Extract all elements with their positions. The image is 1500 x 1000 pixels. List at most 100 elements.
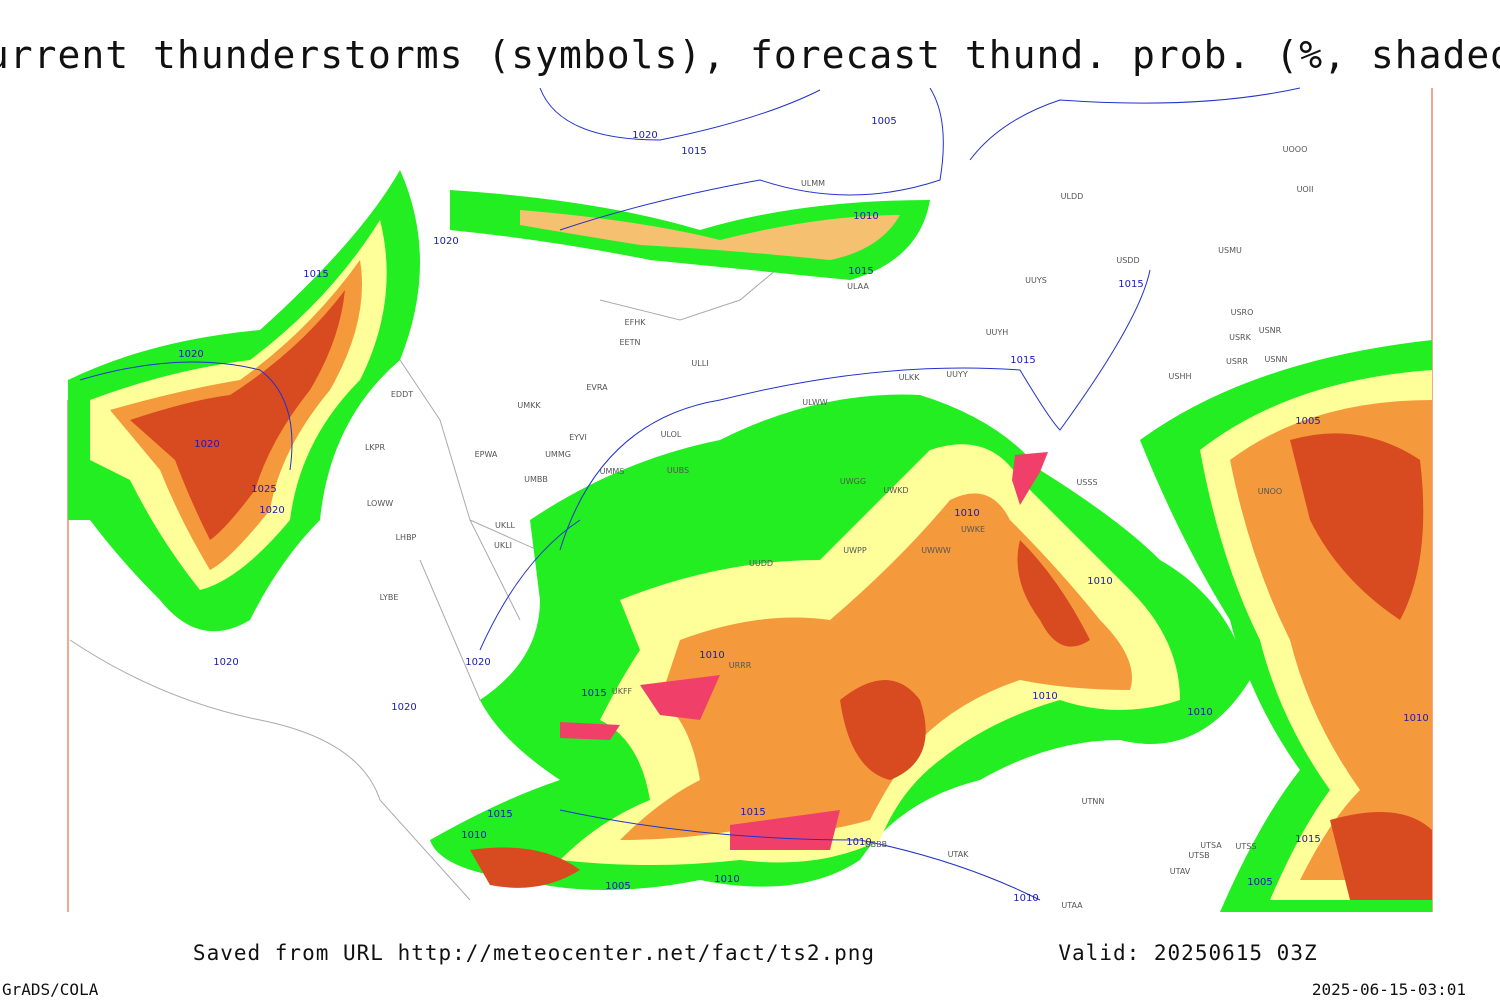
station-labels: ULAA EFHK EETN EVRA ULOL UMKK EYVI UMMG EPWA UMBB… [365,145,1313,910]
station-code: USDD [1116,256,1139,265]
isobar-label: 1015 [1118,279,1143,290]
station-code: UTAK [948,850,970,859]
title: Current thunderstorms (symbols), forecas… [0,33,1500,77]
station-code: LYBE [380,593,399,602]
isobar-label: 1015 [581,688,606,699]
station-code: ULMM [801,179,825,188]
station-code: UWWW [921,546,951,555]
station-code: UWGG [840,477,866,486]
station-code: UTSA [1200,841,1222,850]
isobar-label: 1020 [632,130,657,141]
map-area: 1020101510051010101510201015101510151020… [67,87,1433,912]
source-url: Saved from URL http://meteocenter.net/fa… [193,941,875,965]
station-code: ULKK [899,373,921,382]
station-code: UKLI [494,541,512,550]
station-code: LOWW [367,499,393,508]
isobar-label: 1010 [846,837,871,848]
isobars [79,87,1301,901]
station-code: UWPP [843,546,867,555]
station-code: EYVI [569,433,587,442]
software: GrADS/COLA [2,980,99,999]
isobar-label: 1010 [1187,707,1212,718]
station-code: LKPR [365,443,386,452]
station-code: URRR [729,661,752,670]
isobar-label: 1020 [433,236,458,247]
isobar-label: 1015 [848,266,873,277]
station-code: UKLL [495,521,516,530]
station-code: UUYY [946,370,968,379]
station-code: ULDD [1061,192,1084,201]
station-code: USNN [1265,355,1288,364]
station-code: UTAA [1061,901,1083,910]
isobar-label: 1010 [1032,691,1057,702]
isobar-label: 1010 [1087,576,1112,587]
station-code: UWKE [961,525,985,534]
station-code: UOOO [1283,145,1308,154]
station-code: ULWW [802,398,827,407]
station-code: UUDD [749,559,773,568]
station-code: EVRA [586,383,608,392]
station-code: UMKK [517,401,541,410]
station-code: UOII [1297,185,1314,194]
isobar-label: 1005 [605,881,630,892]
station-code: LHBP [396,533,417,542]
isobar-label: 1010 [954,508,979,519]
isobar-label: 1020 [194,439,219,450]
isobar-label: 1010 [1403,713,1428,724]
station-code: ULLI [691,359,708,368]
station-code: UTSB [1188,851,1209,860]
station-code: UMBB [524,475,548,484]
station-code: UUYH [986,328,1009,337]
station-code: EETN [620,338,641,347]
isobar-label: 1005 [1247,877,1272,888]
station-code: UMMS [600,467,625,476]
station-code: ULAA [847,282,869,291]
isobar-label: 1010 [714,874,739,885]
isobar-label: 1010 [461,830,486,841]
isobar-label: 1020 [465,657,490,668]
isobar-label: 1020 [259,505,284,516]
isobar-label: 1005 [871,116,896,127]
isobar-labels: 1020101510051010101510201015101510151020… [178,116,1428,904]
station-code: USMU [1218,246,1242,255]
isobar-label: 1015 [1295,834,1320,845]
station-code: UNOO [1258,487,1282,496]
isobar-label: 1020 [213,657,238,668]
thunderstorm-probability-shading [68,170,1432,912]
timestamp: 2025-06-15-03:01 [1312,980,1466,999]
station-code: UMMG [545,450,571,459]
isobar-label: 1010 [1013,893,1038,904]
station-code: EDDT [391,390,413,399]
station-code: UTNN [1082,797,1105,806]
isobar-label: 1015 [487,809,512,820]
station-code: UUBS [667,466,689,475]
station-code: UKFF [612,687,633,696]
station-code: USRO [1231,308,1254,317]
station-code: EPWA [475,450,498,459]
station-code: UTSS [1236,842,1257,851]
isobar-label: 1015 [303,269,328,280]
valid-time: Valid: 20250615 03Z [1058,941,1317,965]
station-code: UBBB [865,840,887,849]
isobar-label: 1020 [391,702,416,713]
isobar-label: 1025 [251,484,276,495]
isobar-label: 1010 [699,650,724,661]
station-code: ULOL [661,430,682,439]
station-code: USNR [1259,326,1282,335]
isobar-label: 1015 [1010,355,1035,366]
station-code: USRR [1226,357,1248,366]
station-code: UUYS [1025,276,1047,285]
isobar-label: 1015 [681,146,706,157]
isobar-label: 1005 [1295,416,1320,427]
station-code: USSS [1076,478,1097,487]
station-code: UWKD [883,486,908,495]
station-code: UTAV [1170,867,1191,876]
station-code: USHH [1169,372,1192,381]
isobar-label: 1010 [853,211,878,222]
station-code: EFHK [625,318,647,327]
station-code: USRK [1229,333,1251,342]
isobar-label: 1015 [740,807,765,818]
isobar-label: 1020 [178,349,203,360]
